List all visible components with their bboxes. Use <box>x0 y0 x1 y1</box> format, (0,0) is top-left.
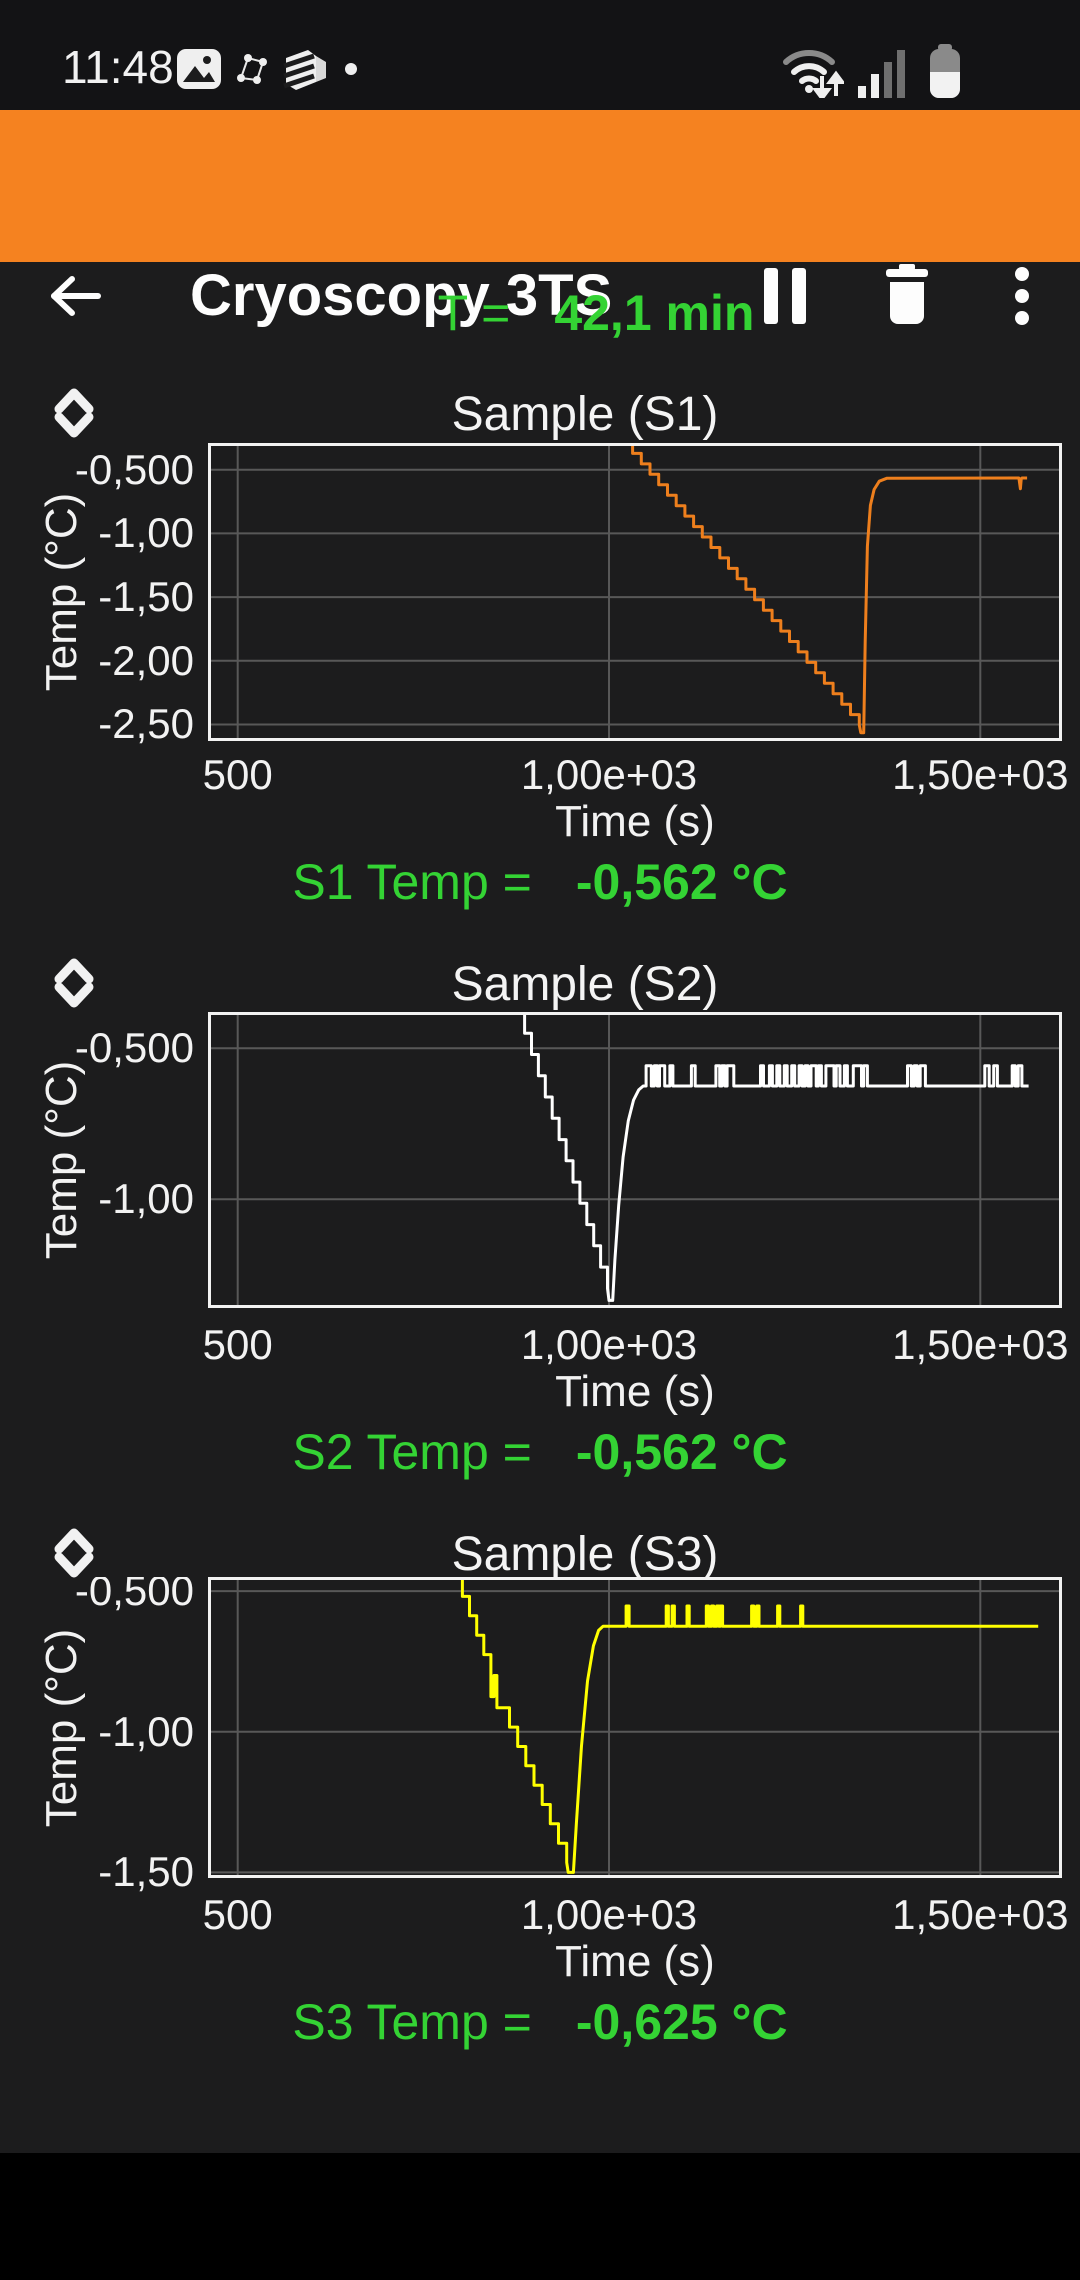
page-title: Cryoscopy 3TS <box>190 263 613 328</box>
image-notification-icon <box>177 49 221 89</box>
elapsed-time-label: T = <box>437 285 511 341</box>
readout-label: S2 Temp = <box>292 1424 532 1480</box>
x-axis-label: Time (s) <box>555 797 715 846</box>
x-tick-label: 1,50e+03 <box>892 751 1069 798</box>
s3-temp-readout: S3 Temp = -0,625 °C <box>0 1995 1080 2049</box>
app-bar: Cryoscopy 3TS <box>0 110 1080 328</box>
chart-title: Sample (S3) <box>451 1528 719 1581</box>
x-tick-label: 500 <box>202 751 273 798</box>
x-tick-label: 1,00e+03 <box>520 1891 698 1938</box>
back-arrow-icon[interactable] <box>46 274 104 318</box>
y-tick-label: -0,500 <box>74 1024 194 1072</box>
trash-icon[interactable] <box>884 264 930 326</box>
y-tick-label: -0,500 <box>74 1577 194 1615</box>
notification-dot <box>345 63 357 75</box>
y-tick-label: -1,50 <box>98 573 194 621</box>
x-tick-label: 1,00e+03 <box>520 1321 698 1368</box>
x-axis-label: Time (s) <box>555 1937 715 1986</box>
chart-title: Sample (S1) <box>451 388 719 441</box>
battery-icon <box>930 44 960 98</box>
temperature-plot-s3 <box>208 1577 1062 1878</box>
clock: 11:48 <box>62 41 174 93</box>
temperature-plot-s1 <box>208 443 1062 741</box>
resize-chart-control[interactable] <box>50 954 98 1012</box>
wifi-icon <box>783 50 844 98</box>
chart-title: Sample (S2) <box>451 958 719 1011</box>
layers-notification-icon <box>283 50 326 90</box>
y-tick-label: -2,50 <box>98 700 194 748</box>
x-tick-label: 500 <box>202 1321 273 1368</box>
x-tick-label: 1,00e+03 <box>520 751 698 798</box>
y-tick-label: -1,00 <box>98 1707 194 1755</box>
temperature-plot-s2 <box>208 1012 1062 1308</box>
pause-icon[interactable] <box>762 266 808 326</box>
status-bar: 11:48 <box>0 0 1080 110</box>
signal-icon <box>858 50 905 98</box>
readout-value: -0,562 °C <box>575 854 788 910</box>
readout-value: -0,562 °C <box>575 1424 788 1480</box>
s2-temp-readout: S2 Temp = -0,562 °C <box>0 1425 1080 1479</box>
navigation-bar <box>0 2153 1080 2280</box>
elapsed-time-value: 42,1 min <box>554 285 755 341</box>
y-tick-label: -0,500 <box>74 445 194 493</box>
y-tick-label: -1,50 <box>98 1848 194 1896</box>
resize-chart-control[interactable] <box>50 1524 98 1582</box>
readout-value: -0,625 °C <box>575 1994 788 2050</box>
readout-label: S3 Temp = <box>292 1994 532 2050</box>
x-tick-label: 500 <box>202 1891 273 1938</box>
readout-label: S1 Temp = <box>292 854 532 910</box>
x-axis-label: Time (s) <box>555 1367 715 1416</box>
y-tick-label: -1,00 <box>98 1175 194 1223</box>
resize-chart-control[interactable] <box>50 384 98 442</box>
elapsed-time-readout: T = 42,1 min <box>56 286 1080 340</box>
y-tick-label: -2,00 <box>98 636 194 684</box>
constellation-notification-icon <box>237 54 267 84</box>
x-tick-label: 1,50e+03 <box>892 1321 1069 1368</box>
s1-temp-readout: S1 Temp = -0,562 °C <box>0 855 1080 909</box>
x-tick-label: 1,50e+03 <box>892 1891 1069 1938</box>
y-tick-label: -1,00 <box>98 509 194 557</box>
overflow-menu-icon[interactable] <box>1014 266 1030 326</box>
